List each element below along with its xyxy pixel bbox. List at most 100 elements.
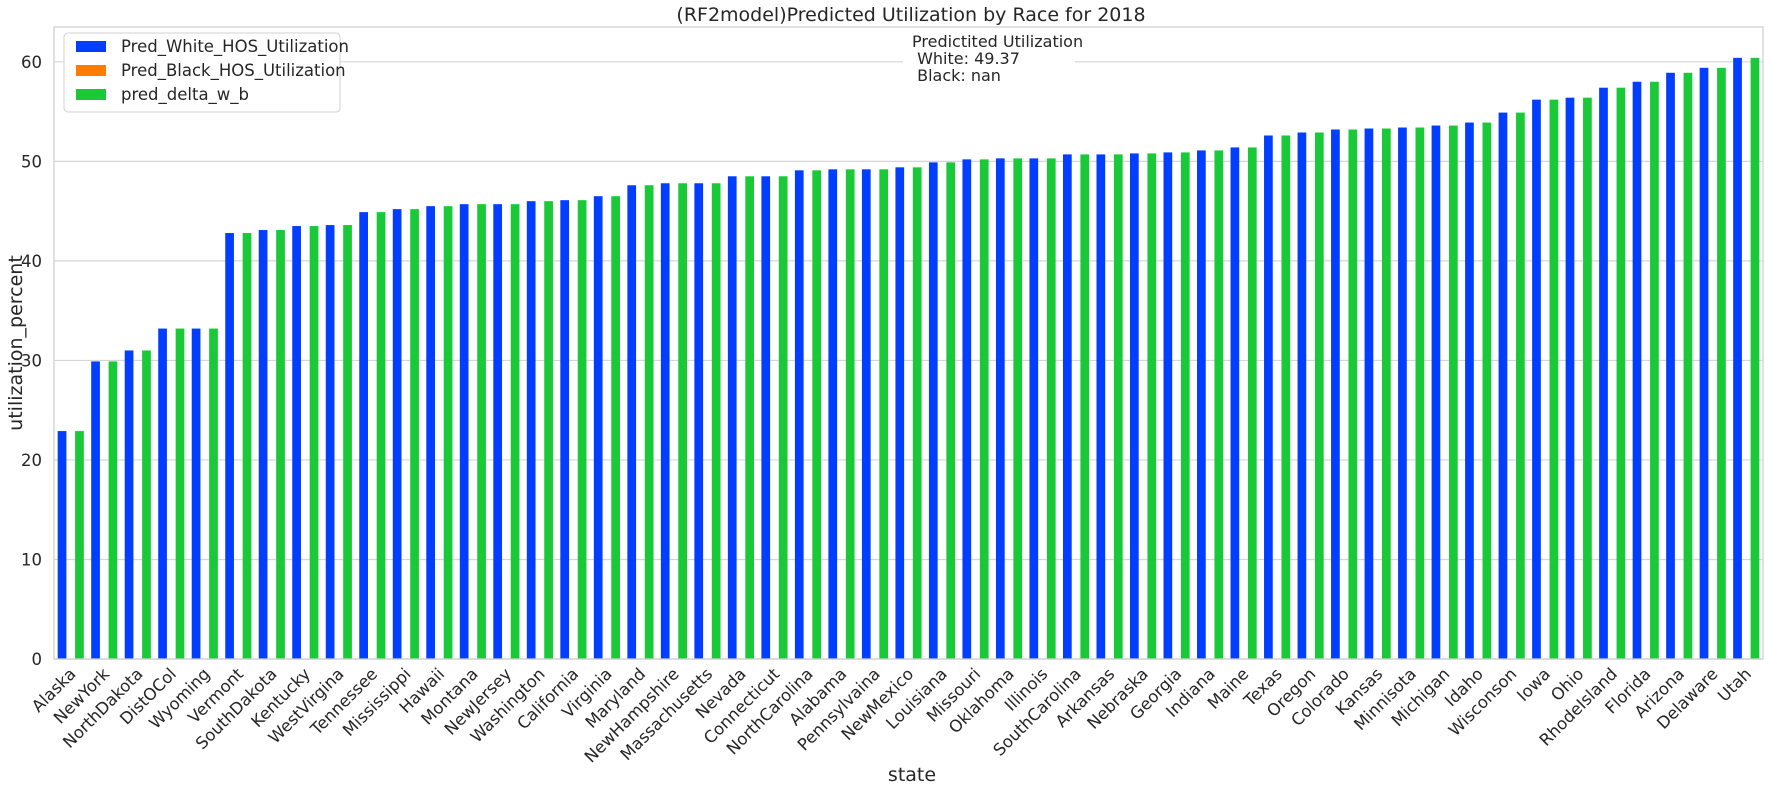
bar	[392, 209, 402, 659]
annotation-box	[903, 30, 1075, 86]
bar	[1599, 87, 1608, 660]
bar	[108, 361, 118, 659]
annotation: Predictited Utilization White: 49.37 Bla…	[903, 30, 1083, 86]
bar	[1733, 57, 1742, 660]
bar	[309, 226, 319, 659]
legend-swatch	[76, 41, 106, 52]
bar	[644, 185, 654, 659]
bar	[1666, 72, 1675, 660]
bar	[1080, 154, 1090, 660]
bar	[1331, 129, 1340, 660]
bar	[895, 167, 905, 659]
bar	[727, 176, 737, 660]
bar	[209, 328, 218, 659]
bar	[1180, 152, 1190, 659]
bar	[928, 162, 938, 659]
bar	[1013, 158, 1023, 659]
legend: Pred_White_HOS_Utilization Pred_Black_HOS…	[63, 32, 349, 113]
bar	[493, 204, 503, 659]
x-tick-label: Utah	[1714, 664, 1755, 705]
y-tick-label: 60	[21, 53, 42, 72]
bar	[995, 158, 1005, 659]
bar	[1230, 147, 1240, 659]
bar	[1113, 154, 1123, 660]
bar	[678, 183, 688, 659]
bar	[477, 204, 486, 659]
bar	[577, 200, 587, 659]
bar	[812, 170, 822, 659]
bar	[861, 169, 871, 659]
bar	[1516, 112, 1525, 660]
y-tick-label: 0	[32, 650, 43, 669]
bar	[57, 431, 67, 659]
bar	[75, 431, 84, 659]
bar	[175, 328, 185, 659]
bar	[627, 185, 637, 659]
bar	[1583, 97, 1592, 660]
bar	[343, 225, 352, 659]
y-tick-label: 50	[21, 152, 42, 171]
bar	[794, 170, 804, 659]
bar	[1431, 125, 1441, 659]
bars	[57, 57, 1760, 660]
bar	[778, 176, 788, 660]
legend-entry: pred_delta_w_b	[121, 85, 249, 105]
bar	[426, 206, 436, 660]
bar	[962, 159, 972, 660]
bar	[1029, 158, 1039, 659]
bar	[1650, 81, 1659, 659]
bar	[91, 361, 100, 659]
bar	[158, 328, 167, 659]
bar	[1129, 153, 1139, 659]
bar	[1415, 127, 1425, 660]
y-tick-label: 40	[21, 252, 42, 271]
bar	[459, 204, 469, 659]
legend-swatch	[76, 89, 106, 100]
bar	[1163, 152, 1173, 659]
bar	[1197, 150, 1206, 659]
bar	[1381, 128, 1391, 659]
bar	[1398, 127, 1407, 660]
x-ticks: AlaskaNewYorkNorthDakotaDistOColWyomingV…	[28, 664, 1755, 766]
y-tick-label: 30	[21, 351, 42, 370]
bar	[124, 350, 134, 659]
bar	[660, 183, 670, 659]
bar	[1264, 135, 1273, 659]
bar	[1147, 153, 1157, 659]
bar	[1348, 129, 1358, 660]
bar	[1214, 150, 1224, 659]
bar	[1449, 125, 1458, 659]
bar	[1364, 128, 1374, 659]
bar	[276, 230, 285, 659]
bar	[1616, 87, 1626, 660]
bar	[292, 226, 301, 659]
legend-entry: Pred_Black_HOS_Utilization	[121, 61, 346, 81]
y-tick-label: 10	[21, 550, 42, 569]
bar	[1465, 122, 1474, 660]
plot-frame	[53, 26, 1764, 660]
bar	[611, 196, 620, 660]
legend-entry: Pred_White_HOS_Utilization	[121, 37, 349, 57]
bar	[1549, 99, 1559, 659]
bar	[879, 169, 889, 659]
bar	[376, 212, 386, 659]
bar	[410, 209, 419, 659]
bar	[946, 162, 956, 659]
bar	[1498, 112, 1508, 660]
annotation-line-2: White: 49.37	[912, 49, 1020, 68]
bar	[1482, 122, 1492, 660]
bar	[1062, 154, 1072, 660]
bar	[1699, 67, 1709, 660]
x-tick-label: Iowa	[1513, 664, 1554, 705]
bar	[979, 159, 989, 660]
bar	[526, 201, 536, 660]
annotation-line-3: Black: nan	[912, 66, 1001, 85]
bar	[443, 206, 453, 660]
bar	[593, 196, 603, 660]
bar	[191, 328, 201, 659]
bar	[745, 176, 755, 660]
bar	[1096, 154, 1106, 660]
y-tick-label: 20	[21, 451, 42, 470]
bar	[225, 233, 234, 660]
